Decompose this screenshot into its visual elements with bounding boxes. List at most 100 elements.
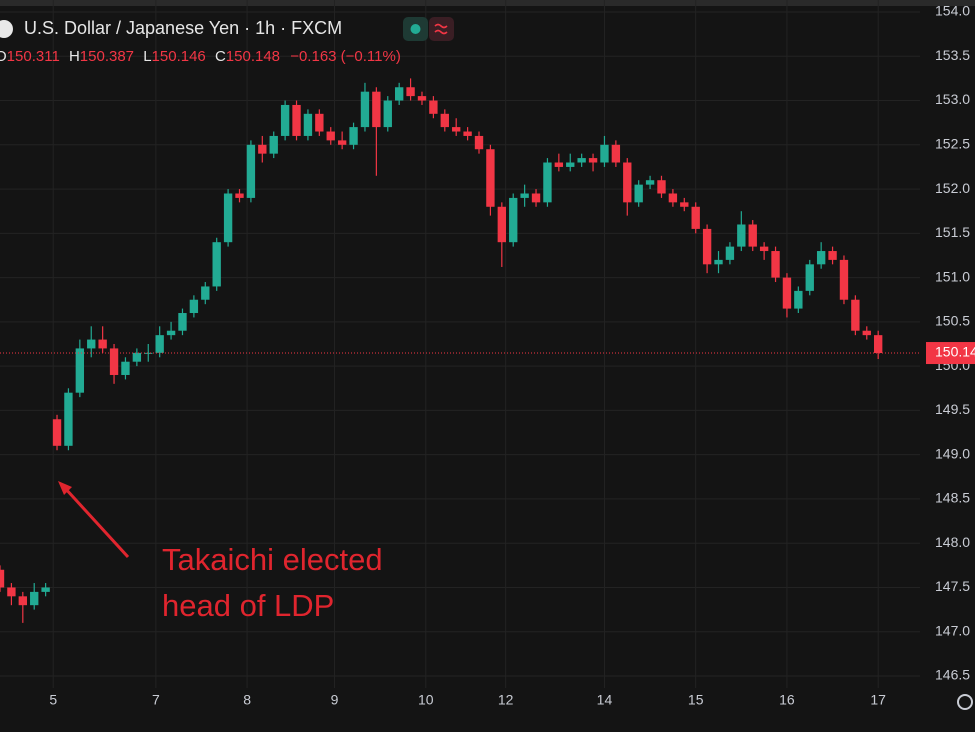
candle-body <box>75 348 85 393</box>
candle-body <box>121 361 130 375</box>
y-tick-label: 149.0 <box>935 445 970 461</box>
y-tick-label: 151.0 <box>935 268 970 284</box>
candle-body <box>645 180 655 185</box>
ohlc-value: 150.146 <box>152 48 206 65</box>
candle-body <box>816 251 826 265</box>
overlay: 150.148 <box>0 342 975 365</box>
chart-title: U.S. Dollar / Japanese Yen · 1h · FXCM <box>24 18 342 38</box>
ohlc-label: C <box>215 48 226 65</box>
candle-body <box>417 96 427 101</box>
candle-body <box>144 352 153 354</box>
y-tick-label: 147.0 <box>935 622 970 638</box>
ohlc-label: O <box>0 48 7 65</box>
annotation: Takaichi elected <box>162 542 383 577</box>
candle-body <box>702 228 712 265</box>
candle-body <box>155 335 164 353</box>
candle-body <box>737 224 746 247</box>
y-tick-label: 153.0 <box>935 91 970 107</box>
candle-body <box>7 587 16 597</box>
candle-body <box>805 264 814 291</box>
candle-body <box>18 596 27 606</box>
candle-body <box>554 162 564 167</box>
x-tick-label: 7 <box>152 692 160 708</box>
candle-body <box>235 193 244 198</box>
candle-body <box>474 135 484 150</box>
candle-body <box>212 242 221 287</box>
candle-body <box>839 259 849 300</box>
last-price-label: 150.148 <box>935 344 975 360</box>
candle-body <box>520 193 529 198</box>
candle-body <box>668 193 678 203</box>
candle-body <box>303 113 313 136</box>
x-tick-label: 8 <box>243 692 251 708</box>
y-tick-label: 147.5 <box>935 578 970 594</box>
candle-body <box>280 104 290 136</box>
candle-body <box>531 193 541 203</box>
ohlc-label: L <box>143 48 151 65</box>
candle-body <box>794 290 803 309</box>
x-tick-label: 5 <box>49 692 57 708</box>
candle-body <box>349 127 358 145</box>
candle-body <box>657 180 666 194</box>
candle-body <box>429 100 438 114</box>
candle-body <box>497 206 506 243</box>
y-tick-label: 150.5 <box>935 313 970 329</box>
candle-body <box>463 131 472 136</box>
candle-body <box>292 104 301 136</box>
candle-body <box>634 184 643 203</box>
x-tick-label: 16 <box>779 692 795 708</box>
candle-body <box>383 100 392 128</box>
candle-body <box>98 339 107 349</box>
x-tick-label: 10 <box>418 692 434 708</box>
candle-body <box>680 202 689 207</box>
y-tick-label: 148.0 <box>935 534 970 550</box>
candle-body <box>486 149 495 207</box>
candle-body <box>109 348 119 375</box>
last-price-box <box>926 342 975 365</box>
y-tick-label: 151.5 <box>935 224 970 240</box>
candle-body <box>64 392 73 446</box>
candle-body <box>41 587 50 592</box>
top-bar <box>0 0 975 6</box>
ohlc-value: 150.311 <box>7 48 60 65</box>
candle-body <box>178 313 187 331</box>
candle-body <box>600 144 609 163</box>
candle-body <box>406 87 415 97</box>
x-tick-label: 9 <box>331 692 339 708</box>
y-tick-label: 146.5 <box>935 667 970 683</box>
candle-body <box>691 206 700 229</box>
candle-body <box>828 251 837 260</box>
candle-body <box>771 251 780 278</box>
candle-body <box>326 131 335 141</box>
candle-body <box>87 339 96 349</box>
annotation-arrow <box>62 485 130 559</box>
ohlc-row: O150.311 H150.387 L150.146 C150.148 −0.1… <box>0 48 401 65</box>
x-tick-label: 17 <box>870 692 886 708</box>
candle-body <box>566 162 575 167</box>
candle-body <box>246 144 256 198</box>
settings-icon[interactable] <box>957 694 973 710</box>
y-tick-label: 149.5 <box>935 401 970 417</box>
candle-body <box>782 277 792 309</box>
status-icon <box>429 17 454 41</box>
candle-body <box>30 591 39 606</box>
candle-body <box>874 335 883 354</box>
grid: 154.0 153.5 153.0 152.5 152.0 151.5 151.0 150.5… <box>0 0 970 708</box>
candle-body <box>611 144 621 163</box>
wave-icon <box>434 23 448 35</box>
candle-body <box>714 259 723 265</box>
ohlc-change: −0.163 (−0.11%) <box>290 48 401 65</box>
x-tick-label: 12 <box>498 692 514 708</box>
candle-body <box>452 127 461 132</box>
annotation: head of LDP <box>162 588 334 623</box>
candle-body <box>315 113 324 132</box>
y-tick-label: 152.0 <box>935 180 970 196</box>
candle-body <box>0 569 5 588</box>
candle-body <box>360 91 370 128</box>
candle-body <box>223 193 233 243</box>
candle-body <box>588 158 598 163</box>
candle-body <box>509 197 518 243</box>
candle-body <box>337 140 347 145</box>
candle-body <box>759 246 769 252</box>
